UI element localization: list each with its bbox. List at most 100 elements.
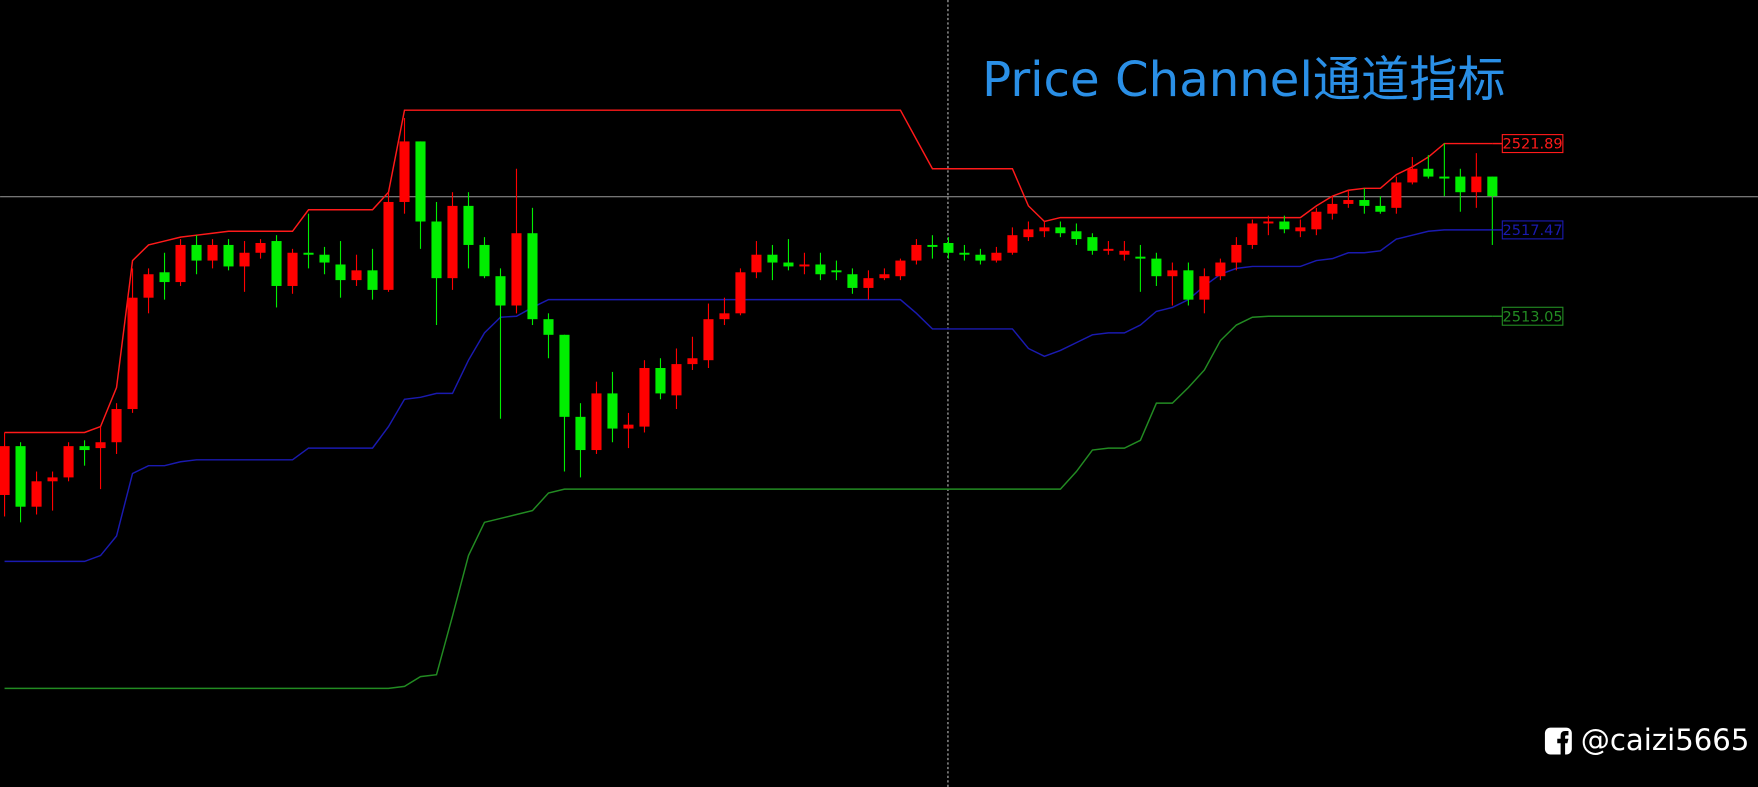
candle-body — [543, 319, 554, 335]
candle-body — [191, 244, 202, 261]
candle-body — [95, 442, 106, 449]
candle-body — [351, 270, 362, 281]
candle-body — [1023, 229, 1034, 238]
candle-body — [431, 221, 442, 279]
candle-body — [383, 201, 394, 290]
candle-body — [79, 446, 90, 451]
candle-body — [847, 274, 858, 288]
candle-body — [223, 244, 234, 267]
candle-body — [1151, 258, 1162, 277]
candle-body — [879, 274, 890, 279]
candle-body — [15, 446, 26, 507]
candle-body — [527, 233, 538, 320]
channel-line — [4, 229, 1493, 563]
value-label: 2513.05 — [1502, 308, 1562, 325]
candle-body — [47, 477, 58, 482]
candle-body — [1263, 221, 1274, 224]
candle-body — [591, 393, 602, 451]
candle-body — [1327, 203, 1338, 214]
candle-body — [1311, 211, 1322, 230]
candle-body — [1183, 270, 1194, 300]
candle-body — [783, 262, 794, 267]
candle-body — [335, 264, 346, 281]
watermark: @caizi5665 — [1581, 723, 1750, 757]
candle-body — [1087, 237, 1098, 251]
candle-body — [1359, 200, 1370, 206]
candle-body — [1375, 205, 1386, 212]
candle-body — [207, 244, 218, 261]
value-label: 2517.47 — [1502, 222, 1562, 239]
candle-body — [911, 244, 922, 261]
candle-body — [1439, 176, 1450, 179]
candle-body — [447, 205, 458, 279]
candle-body — [63, 446, 74, 478]
candle-body — [607, 393, 618, 429]
candle-body — [159, 272, 170, 283]
candle-body — [1039, 227, 1050, 232]
candle-body — [1471, 176, 1482, 193]
candle-body — [0, 446, 10, 495]
candle-body — [1199, 276, 1210, 300]
candle-body — [991, 252, 1002, 261]
candle-body — [1391, 182, 1402, 208]
candle-body — [719, 313, 730, 320]
candle-body — [143, 274, 154, 298]
candle-body — [1119, 250, 1130, 255]
candle-body — [703, 319, 714, 361]
candle-body — [975, 254, 986, 261]
candle-body — [399, 141, 410, 202]
candle-body — [463, 205, 474, 245]
candle-body — [767, 254, 778, 263]
candle-body — [255, 242, 266, 253]
candle-body — [1407, 168, 1418, 183]
candle-body — [1167, 270, 1178, 277]
value-label-box — [1501, 306, 1564, 326]
candle-body — [751, 254, 762, 273]
candle-body — [1007, 235, 1018, 253]
candle-body — [927, 244, 938, 247]
channel-line — [4, 315, 1493, 690]
value-label: 2521.89 — [1502, 136, 1562, 153]
candle-body — [1231, 244, 1242, 263]
candle-body — [1215, 262, 1226, 277]
candle-body — [1247, 223, 1258, 245]
candle-body — [1103, 248, 1114, 251]
candle-body — [1295, 227, 1306, 232]
candle-body — [367, 270, 378, 290]
plot: 2521.89 2517.47 2513.05 — [0, 109, 1564, 690]
candle-body — [671, 364, 682, 396]
candle-body — [1055, 227, 1066, 234]
candle-body — [799, 264, 810, 267]
candle-body — [1071, 231, 1082, 240]
candle-body — [1135, 256, 1146, 259]
candle-body — [559, 334, 570, 417]
candle-body — [655, 368, 666, 394]
candle-body — [175, 244, 186, 283]
channel-line — [4, 109, 1493, 434]
candle-body — [575, 416, 586, 451]
candle-body — [1455, 176, 1466, 193]
candle-body — [1487, 176, 1498, 197]
candle-body — [1343, 200, 1354, 204]
candle-body — [735, 272, 746, 314]
candle-body — [623, 424, 634, 429]
icon-glyph — [1557, 730, 1569, 755]
chart-title: Price Channel通道指标 — [982, 52, 1505, 108]
candle-body — [943, 242, 954, 253]
candle-body — [111, 409, 122, 443]
candle-body — [959, 252, 970, 255]
value-label-box — [1501, 220, 1564, 240]
candle-body — [415, 141, 426, 222]
candle-body — [239, 252, 250, 267]
candle-body — [1279, 221, 1290, 230]
candle-body — [31, 481, 42, 507]
candle-body — [863, 278, 874, 288]
candle-body — [479, 244, 490, 277]
candle-body — [271, 241, 282, 286]
candle-body — [1423, 168, 1434, 177]
candle-body — [687, 358, 698, 365]
candle-body — [831, 270, 842, 273]
